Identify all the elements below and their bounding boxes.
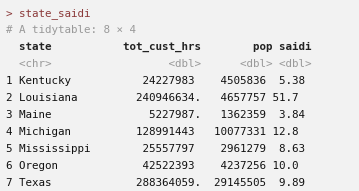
Text: state           tot_cust_hrs        pop saidi: state tot_cust_hrs pop saidi — [6, 42, 312, 52]
Text: > state_saidi: > state_saidi — [6, 8, 90, 19]
Text: 5 Mississippi        25557797    2961279  8.63: 5 Mississippi 25557797 2961279 8.63 — [6, 144, 305, 154]
Text: 3 Maine               5227987.   1362359  3.84: 3 Maine 5227987. 1362359 3.84 — [6, 110, 305, 120]
Text: <chr>                  <dbl>      <dbl> <dbl>: <chr> <dbl> <dbl> <dbl> — [6, 59, 312, 69]
Text: 2 Louisiana         240946634.   4657757 51.7: 2 Louisiana 240946634. 4657757 51.7 — [6, 93, 298, 103]
Text: 4 Michigan          128991443   10077331 12.8: 4 Michigan 128991443 10077331 12.8 — [6, 127, 298, 137]
Text: # A tidytable: 8 × 4: # A tidytable: 8 × 4 — [6, 25, 136, 35]
Text: 1 Kentucky           24227983    4505836  5.38: 1 Kentucky 24227983 4505836 5.38 — [6, 76, 305, 86]
Text: 6 Oregon             42522393    4237256 10.0: 6 Oregon 42522393 4237256 10.0 — [6, 161, 298, 171]
Text: 7 Texas             288364059.  29145505  9.89: 7 Texas 288364059. 29145505 9.89 — [6, 178, 305, 188]
